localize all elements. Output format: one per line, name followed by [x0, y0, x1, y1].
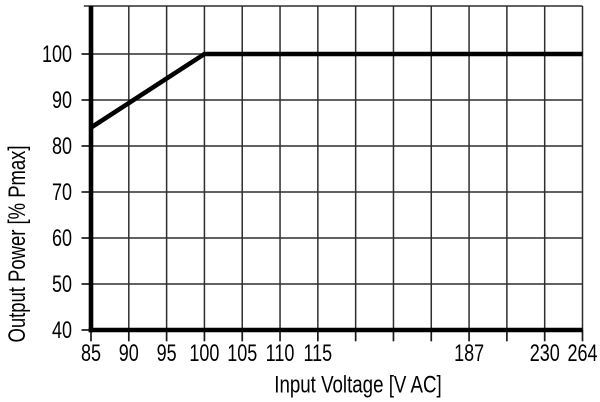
y-axis-title: Output Power [% Pmax] — [4, 145, 31, 342]
x-tick-label: 115 — [303, 341, 332, 367]
x-tick-label: 110 — [266, 341, 295, 367]
data-series — [89, 51, 583, 130]
x-tick-label: 100 — [189, 341, 219, 367]
y-tick-label: 100 — [42, 42, 72, 68]
series-line-output-power-vs-input-voltage — [89, 51, 583, 130]
y-tick-label: 70 — [52, 180, 72, 206]
x-tick-label: 230 — [530, 341, 560, 367]
x-tick-labels: 85 90 95 100 105 110 115 187 230 264 — [81, 341, 598, 367]
x-tick-label: 187 — [454, 341, 484, 367]
x-tick-label: 105 — [227, 341, 257, 367]
y-tick-label: 80 — [52, 134, 72, 160]
axes — [88, 6, 583, 333]
y-tick-label: 40 — [52, 318, 72, 344]
x-tick-label: 264 — [567, 341, 597, 367]
x-tick-label: 95 — [157, 341, 177, 367]
y-tick-labels: 40 50 60 70 80 90 100 — [42, 42, 72, 344]
grid-lines — [83, 5, 584, 330]
x-axis-title: Input Voltage [V AC] — [274, 371, 442, 398]
y-tick-label: 50 — [52, 272, 72, 298]
x-tick-label: 90 — [119, 341, 139, 367]
y-tick-label: 60 — [52, 226, 72, 252]
x-tick-label: 85 — [81, 341, 101, 367]
y-tick-label: 90 — [52, 88, 72, 114]
